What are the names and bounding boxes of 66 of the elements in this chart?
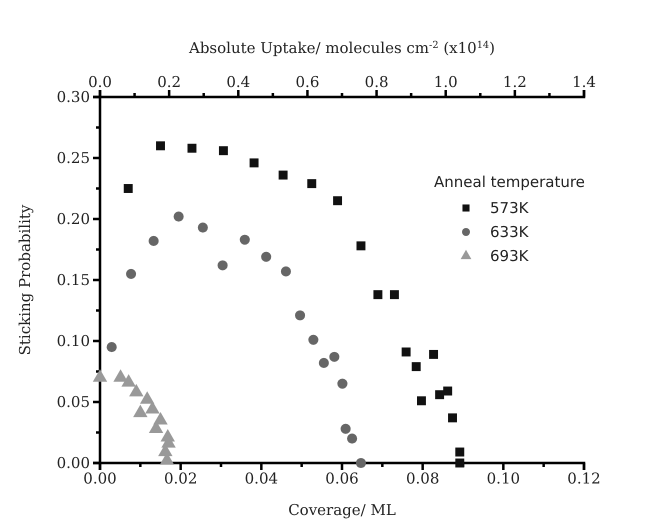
point (240, 234, 250, 245)
point (250, 158, 259, 168)
point (278, 170, 288, 180)
x2-tick-label: 1.2 (502, 73, 527, 91)
point (373, 290, 382, 300)
point (308, 334, 318, 345)
point (261, 252, 272, 262)
y-tick-label: 0.15 (56, 270, 90, 289)
x2-tick-label: 0.8 (364, 73, 388, 91)
y-tick-label: 0.00 (56, 454, 90, 472)
point (187, 144, 196, 153)
x-tick-label: 0.02 (164, 470, 198, 488)
point (124, 184, 133, 193)
x-tick-label: 0.04 (244, 470, 278, 488)
legend-label: 573K (490, 199, 530, 217)
point (148, 236, 159, 246)
point (126, 268, 136, 279)
point (390, 290, 399, 300)
point (280, 266, 291, 276)
point (347, 434, 358, 444)
x2-tick-label: 1.0 (434, 73, 458, 91)
point (429, 350, 438, 359)
point (106, 342, 117, 352)
point (218, 146, 228, 156)
x-tick-label: 0.12 (567, 470, 601, 488)
point (443, 386, 452, 396)
point (198, 222, 208, 233)
point (174, 212, 184, 222)
y-tick-label: 0.25 (56, 148, 90, 167)
point (218, 260, 228, 270)
x-tick-label: 0.08 (406, 470, 440, 488)
point (416, 396, 426, 406)
point (333, 196, 342, 206)
point (448, 413, 457, 422)
x-tick-label: 0.00 (83, 470, 117, 488)
legend-label: 693K (490, 247, 530, 265)
x2-axis-title: Absolute Uptake/ molecules cm$^{-2}$ (x10$^{14}$) (188, 39, 496, 57)
x-tick-label: 0.06 (325, 470, 359, 488)
point (307, 179, 316, 188)
point (402, 348, 411, 356)
x-axis-title: Coverage/ ML (288, 501, 396, 519)
point (356, 458, 366, 468)
point (455, 458, 464, 468)
point (340, 424, 351, 434)
point (318, 358, 329, 368)
legend-title: Anneal temperature (434, 173, 585, 191)
point (156, 141, 165, 150)
x2-tick-label: 0.4 (226, 73, 250, 91)
x-tick-label: 0.10 (486, 470, 520, 488)
legend-label: 633K (490, 223, 530, 241)
point (295, 310, 306, 320)
x2-tick-label: 0.2 (157, 73, 182, 91)
y-tick-label: 0.20 (56, 210, 90, 228)
point (356, 241, 366, 250)
point (329, 352, 340, 362)
x2-tick-label: 0.0 (88, 73, 112, 91)
point (455, 448, 464, 456)
point (337, 378, 348, 389)
point (412, 362, 421, 372)
point (435, 390, 444, 400)
y-tick-label: 0.10 (56, 332, 90, 350)
x2-tick-label: 1.4 (572, 73, 596, 91)
y-tick-label: 0.05 (56, 392, 90, 411)
y-axis-title: Sticking Probability (16, 204, 34, 356)
y-tick-label: 0.30 (56, 88, 90, 106)
x2-tick-label: 0.6 (296, 73, 320, 91)
